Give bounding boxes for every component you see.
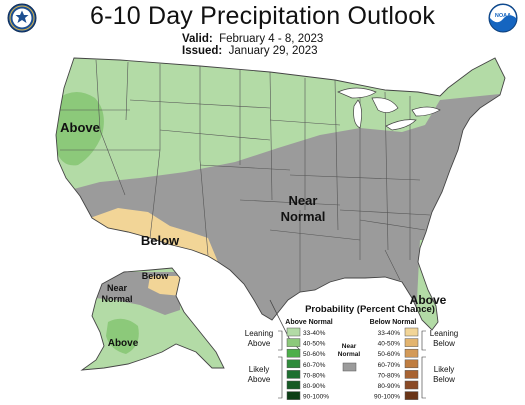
valid-line: Valid: February 4 - 8, 2023: [182, 33, 323, 45]
above-40-50-area-alaska: [106, 318, 139, 354]
valid-value: February 4 - 8, 2023: [219, 33, 324, 45]
legend-likely-above-2: Above: [248, 375, 271, 384]
legend-below-range-5: 70-80%: [378, 372, 401, 379]
legend-near-swatch: [342, 362, 357, 372]
legend-below-swatch-5: [404, 370, 419, 379]
legend-brackets: [278, 330, 426, 399]
noaa-logo-text: NOAA: [495, 13, 511, 19]
above-40-50-area-west: [56, 91, 104, 166]
legend-likely-below-1: Likely: [434, 365, 454, 374]
above-area-florida: [415, 240, 445, 330]
great-lakes: [337, 87, 441, 131]
legend-above-swatches: 33-40% 40-50% 50-60% 60-70% 70-80% 80-90% 90-1…: [286, 327, 329, 401]
legend-below-swatch-2: [404, 338, 419, 347]
legend-leaning-above-1: Leaning: [245, 329, 273, 338]
legend-above-header: Above Normal: [285, 319, 333, 326]
legend-above-swatch-5: [286, 370, 301, 379]
label-above-florida: Above: [410, 293, 447, 307]
legend-above-range-3: 50-60%: [303, 351, 326, 358]
legend-near-label-2: Normal: [338, 351, 361, 358]
legend-title: Probability (Percent Chance): [305, 304, 435, 315]
legend-likely-above-1: Likely: [249, 365, 269, 374]
legend-below-swatches: 33-40% 40-50% 50-60% 60-70% 70-80% 80-90% 90-1…: [374, 327, 419, 401]
page-title: 6-10 Day Precipitation Outlook: [89, 2, 436, 30]
legend-below-swatch-1: [404, 327, 419, 337]
legend-below-range-2: 40-50%: [378, 341, 401, 348]
legend-below-range-1: 33-40%: [378, 330, 401, 337]
legend-above-swatch-1: [286, 327, 301, 337]
legend-near-label-1: Near: [342, 343, 357, 350]
below-area-alaska: [148, 276, 182, 296]
legend-above-swatch-7: [286, 391, 301, 400]
legend-above-swatch-2: [286, 338, 301, 347]
label-alaska-near-1: Near: [107, 283, 128, 293]
legend-above-range-5: 70-80%: [303, 372, 326, 379]
legend-above-range-7: 90-100%: [303, 394, 329, 401]
label-above-west: Above: [60, 120, 100, 135]
legend-above-range-6: 80-90%: [303, 383, 326, 390]
issued-line: Issued: January 29, 2023: [182, 45, 318, 57]
label-alaska-below: Below: [142, 271, 170, 281]
noaa-logo-icon: NOAA: [488, 3, 518, 33]
state-boundaries: [60, 59, 431, 292]
legend-below-header: Below Normal: [370, 319, 417, 326]
commerce-seal-icon: [7, 3, 37, 33]
legend-leaning-below-1: Leaning: [430, 329, 458, 338]
legend-below-swatch-4: [404, 359, 419, 369]
legend-below-range-4: 60-70%: [378, 362, 401, 369]
legend-below-range-7: 90-100%: [374, 394, 400, 401]
label-alaska-above: Above: [108, 338, 139, 349]
legend-below-swatch-7: [404, 391, 419, 400]
legend-leaning-below-2: Below: [433, 339, 455, 348]
legend-above-range-1: 33-40%: [303, 330, 326, 337]
label-below-southwest: Below: [141, 233, 180, 248]
legend-above-swatch-4: [286, 359, 301, 369]
legend: Probability (Percent Chance) Above Norma…: [245, 304, 458, 401]
issued-value: January 29, 2023: [228, 45, 318, 57]
legend-above-range-4: 60-70%: [303, 362, 326, 369]
legend-leaning-above-2: Above: [248, 339, 271, 348]
valid-label: Valid:: [182, 33, 213, 45]
legend-below-swatch-6: [404, 380, 419, 390]
legend-likely-below-2: Below: [433, 375, 455, 384]
legend-below-swatch-3: [404, 348, 419, 358]
label-near-normal-2: Normal: [281, 209, 326, 224]
label-alaska-near-2: Normal: [101, 294, 132, 304]
legend-above-swatch-6: [286, 380, 301, 390]
label-near-normal-1: Near: [289, 193, 318, 208]
legend-below-range-3: 50-60%: [378, 351, 401, 358]
issued-label: Issued:: [182, 45, 223, 57]
legend-above-swatch-3: [286, 348, 301, 358]
legend-above-range-2: 40-50%: [303, 341, 326, 348]
legend-below-range-6: 80-90%: [378, 383, 401, 390]
